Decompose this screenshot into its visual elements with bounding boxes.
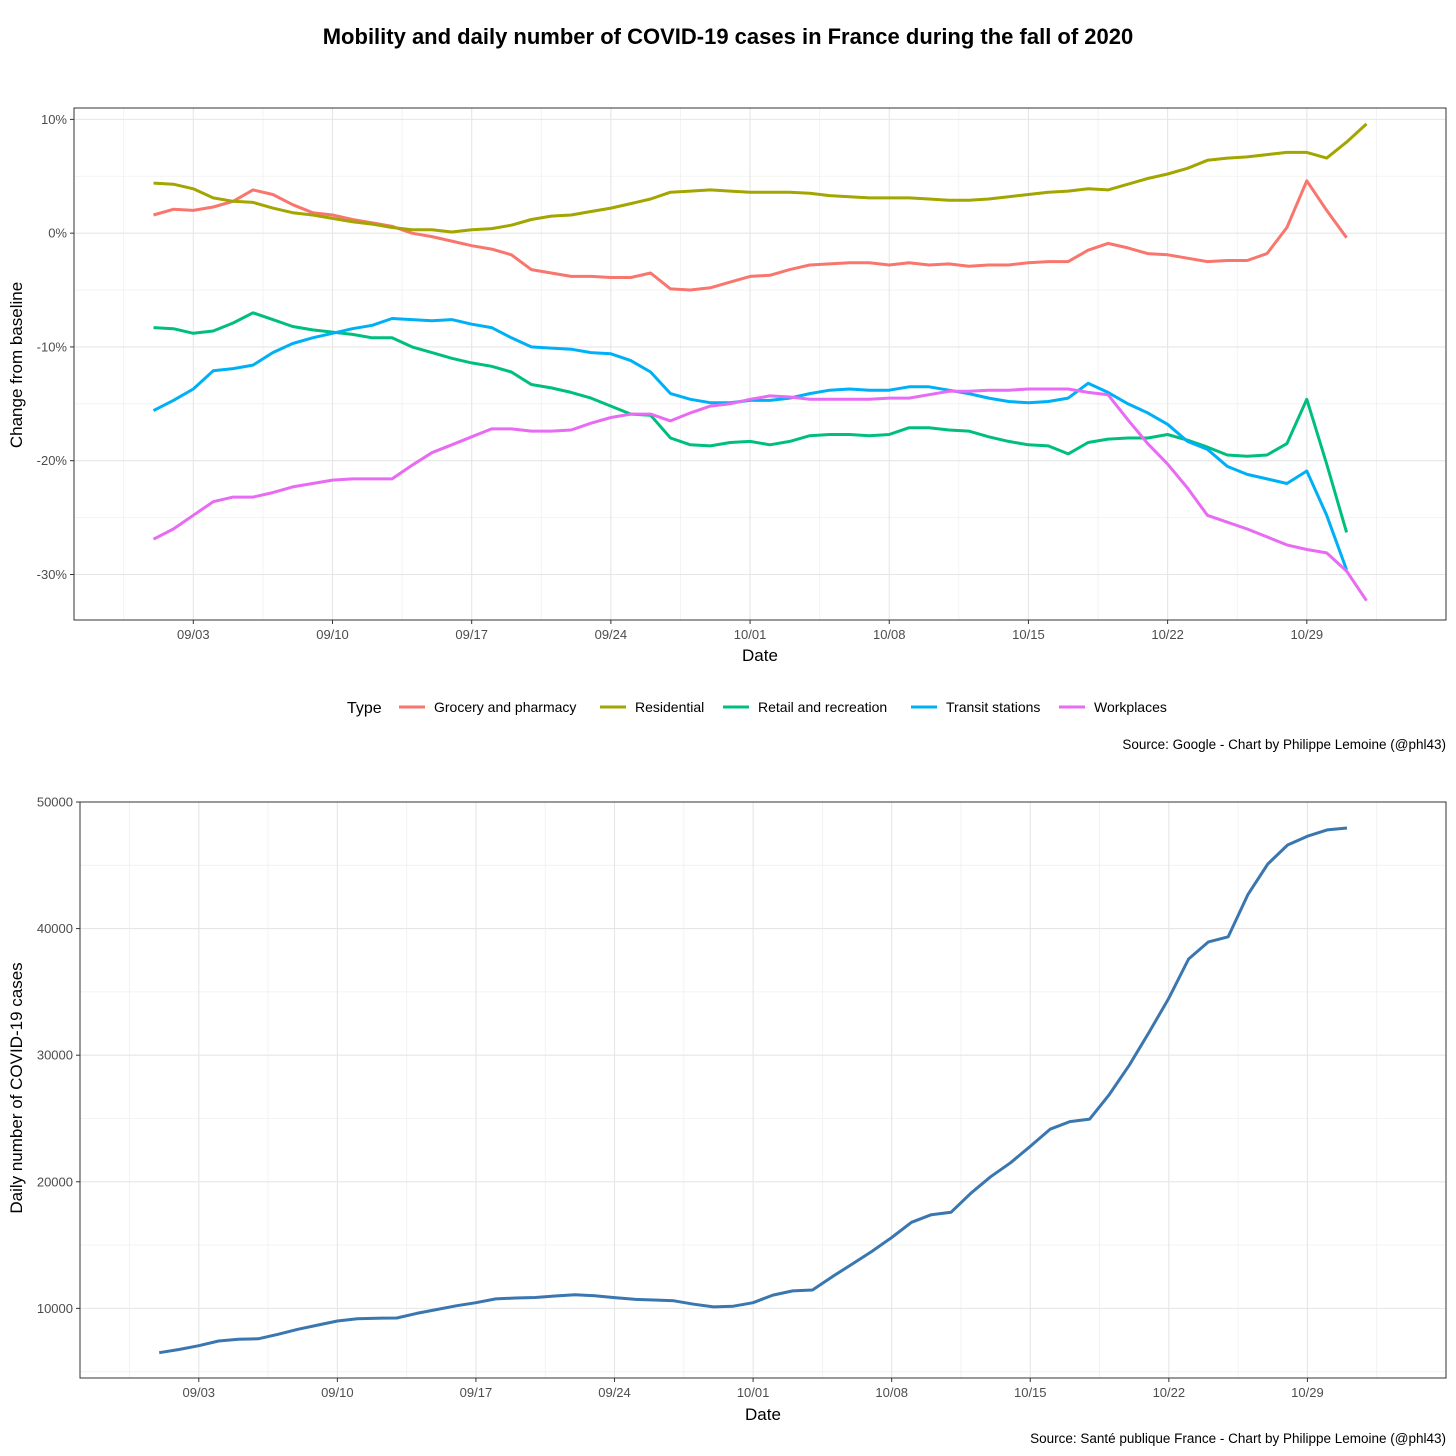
mobility-panel-border	[73, 107, 1447, 621]
mobility-gridlines	[74, 108, 1446, 620]
series-line-residential	[153, 122, 1368, 234]
x-tick-label: 10/01	[737, 1385, 770, 1400]
x-tick-label: 10/15	[1014, 1385, 1047, 1400]
mobility-legend: Type Grocery and pharmacy Residential Reta…	[347, 699, 1167, 717]
x-tick-label: 09/17	[455, 627, 488, 642]
cases-gridlines	[80, 801, 1446, 1378]
y-tick-label: -30%	[37, 567, 68, 582]
cases-line	[158, 826, 1348, 1355]
series-line-grocery-and-pharmacy	[153, 179, 1348, 292]
mobility-y-axis: -30% -20% -10% 0% 10%	[37, 112, 74, 582]
x-tick-label: 10/22	[1151, 627, 1184, 642]
x-tick-label: 09/17	[460, 1385, 493, 1400]
x-tick-label: 10/01	[734, 627, 767, 642]
mobility-x-axis-title: Date	[742, 646, 778, 665]
legend-label-grocery-and-pharmacy: Grocery and pharmacy	[434, 699, 576, 715]
x-tick-label: 10/15	[1012, 627, 1045, 642]
x-tick-label: 09/03	[183, 1385, 216, 1400]
x-tick-label: 09/24	[598, 1385, 631, 1400]
legend-label-workplaces: Workplaces	[1094, 699, 1167, 715]
x-tick-label: 09/24	[595, 627, 628, 642]
mobility-chart: 09/03 09/10 09/17 09/24 10/01 10/08 10/15 10/22…	[7, 107, 1447, 752]
x-tick-label: 09/10	[321, 1385, 354, 1400]
y-tick-label: 10%	[41, 112, 67, 127]
x-tick-label: 09/03	[177, 627, 210, 642]
legend-label-residential: Residential	[635, 699, 704, 715]
x-tick-label: 10/08	[873, 627, 906, 642]
series-line-retail-and-recreation	[153, 311, 1349, 533]
y-tick-label: -20%	[37, 453, 68, 468]
mobility-series	[152, 122, 1368, 602]
mobility-source: Source: Google - Chart by Philippe Lemoi…	[1122, 737, 1446, 752]
x-tick-label: 10/22	[1153, 1385, 1186, 1400]
y-tick-label: 10000	[37, 1301, 73, 1316]
y-tick-label: 50000	[37, 795, 73, 810]
y-tick-label: 0%	[48, 226, 67, 241]
series-line-workplaces	[152, 387, 1368, 602]
cases-x-axis-title: Date	[745, 1405, 781, 1424]
cases-chart: 09/03 09/10 09/17 09/24 10/01 10/08 10/15 10/22…	[7, 795, 1447, 1446]
legend-label-transit-stations: Transit stations	[946, 699, 1040, 715]
y-tick-label: 30000	[37, 1048, 73, 1063]
x-tick-label: 09/10	[316, 627, 349, 642]
legend-title: Type	[347, 700, 382, 717]
y-tick-label: -10%	[37, 339, 68, 354]
cases-y-axis: 10000 20000 30000 40000 50000	[37, 795, 80, 1316]
cases-panel-border	[79, 801, 1447, 1379]
panel-background	[74, 108, 1446, 620]
mobility-x-axis: 09/03 09/10 09/17 09/24 10/01 10/08 10/15 10/22…	[177, 620, 1323, 642]
x-tick-label: 10/29	[1291, 1385, 1324, 1400]
panel-background	[80, 802, 1446, 1378]
cases-series	[158, 826, 1348, 1355]
main-title: Mobility and daily number of COVID-19 ca…	[323, 24, 1134, 49]
y-tick-label: 20000	[37, 1174, 73, 1189]
cases-source: Source: Santé publique France - Chart by…	[1030, 1431, 1446, 1446]
mobility-y-axis-title: Change from baseline	[7, 282, 26, 448]
x-tick-label: 10/08	[875, 1385, 908, 1400]
y-tick-label: 40000	[37, 921, 73, 936]
cases-y-axis-title: Daily number of COVID-19 cases	[7, 962, 26, 1213]
x-tick-label: 10/29	[1291, 627, 1324, 642]
legend-label-retail-and-recreation: Retail and recreation	[758, 699, 887, 715]
cases-x-axis: 09/03 09/10 09/17 09/24 10/01 10/08 10/15 10/22…	[183, 1378, 1324, 1400]
